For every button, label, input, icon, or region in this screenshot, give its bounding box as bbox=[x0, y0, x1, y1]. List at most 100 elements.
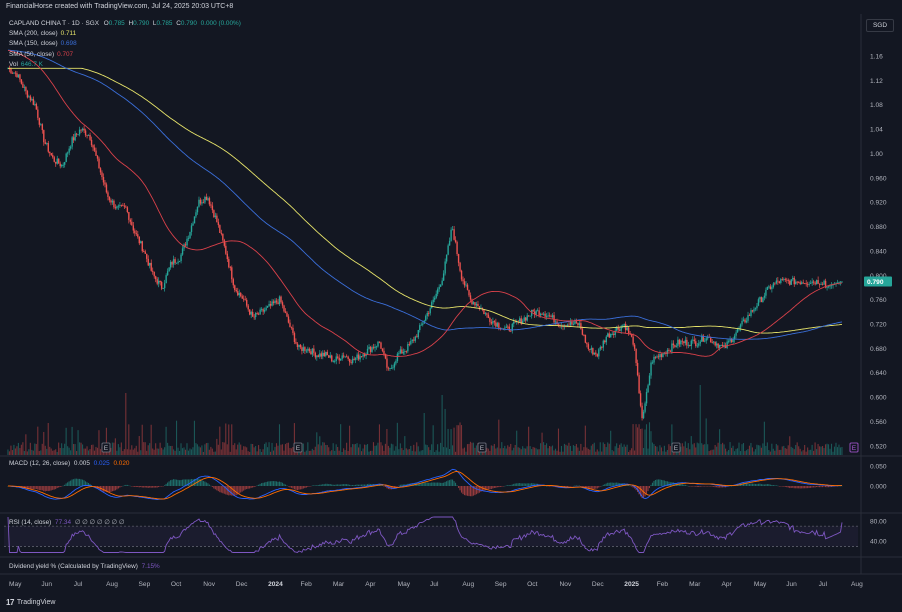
candle-body bbox=[687, 345, 690, 346]
macd-histogram-bar bbox=[178, 480, 181, 486]
volume-bar bbox=[492, 445, 494, 455]
volume-bar bbox=[331, 450, 333, 455]
macd-histogram-bar bbox=[74, 478, 76, 486]
macd-histogram-bar bbox=[775, 485, 777, 486]
currency-selector[interactable]: SGD bbox=[866, 19, 894, 32]
macd-histogram-bar bbox=[68, 481, 70, 486]
macd-legend[interactable]: MACD (12, 26, close) 0.005 0.025 0.020 bbox=[9, 460, 130, 467]
volume-bar bbox=[725, 448, 727, 455]
dividend-legend[interactable]: Dividend yield % (Calculated by TradingV… bbox=[9, 563, 160, 570]
volume-bar bbox=[592, 444, 594, 455]
candle-body bbox=[383, 350, 385, 354]
volume-bar bbox=[286, 442, 288, 455]
macd-histogram-bar bbox=[614, 482, 616, 486]
candle-body bbox=[836, 282, 839, 284]
symbol-name[interactable]: CAPLAND CHINA T · 1D · SGX bbox=[9, 20, 99, 27]
volume-bar bbox=[87, 450, 90, 455]
volume-bar bbox=[125, 393, 127, 455]
candle-body bbox=[251, 311, 254, 317]
sma150-legend[interactable]: SMA (150, close) 0.698 bbox=[9, 40, 77, 48]
macd-histogram-bar bbox=[641, 486, 643, 499]
volume-bar bbox=[790, 446, 792, 455]
volume-bar bbox=[683, 446, 685, 455]
volume-bar bbox=[228, 424, 230, 455]
macd-histogram-bar bbox=[293, 486, 295, 490]
macd-histogram-bar bbox=[798, 486, 800, 489]
macd-histogram-bar bbox=[360, 484, 363, 486]
earnings-marker-letter: E bbox=[674, 445, 679, 452]
macd-histogram-bar bbox=[756, 484, 758, 486]
volume-bar bbox=[41, 443, 43, 455]
macd-histogram-bar bbox=[411, 483, 413, 486]
candle-body bbox=[44, 142, 46, 144]
rsi-legend[interactable]: RSI (14, close) 77.34 ∅ ∅ ∅ ∅ ∅ ∅ ∅ bbox=[9, 519, 125, 526]
candle-body bbox=[474, 302, 476, 306]
macd-histogram-bar bbox=[608, 482, 610, 486]
volume-bar bbox=[713, 449, 715, 455]
macd-histogram-bar bbox=[41, 486, 43, 491]
candle-body bbox=[772, 283, 775, 288]
candle-body bbox=[202, 202, 205, 204]
macd-histogram-bar bbox=[772, 485, 774, 486]
macd-histogram-bar bbox=[656, 479, 658, 486]
x-tick-label: May bbox=[754, 581, 767, 588]
volume-bar bbox=[381, 445, 383, 455]
candle-body bbox=[113, 200, 115, 208]
volume-bar bbox=[830, 443, 833, 455]
volume-legend[interactable]: Vol 646.7 K bbox=[9, 60, 43, 68]
macd-histogram-bar bbox=[107, 486, 109, 493]
tradingview-footer[interactable]: 17 TradingView bbox=[6, 598, 55, 607]
macd-histogram-bar bbox=[565, 486, 567, 488]
candle-body bbox=[605, 336, 607, 343]
volume-bar bbox=[310, 450, 312, 455]
candle-body bbox=[62, 164, 64, 166]
macd-histogram-bar bbox=[639, 486, 642, 497]
macd-histogram-bar bbox=[226, 486, 228, 495]
candle-body bbox=[672, 343, 675, 346]
macd-histogram-bar bbox=[152, 486, 154, 488]
candle-body bbox=[110, 200, 112, 203]
macd-histogram-bar bbox=[575, 485, 577, 486]
sma50-legend[interactable]: SMA (50, close) 0.707 bbox=[9, 50, 74, 58]
volume-bar bbox=[601, 451, 603, 455]
macd-histogram-bar bbox=[28, 486, 30, 490]
macd-histogram-bar bbox=[201, 480, 203, 486]
candle-body bbox=[357, 354, 360, 360]
macd-histogram-bar bbox=[787, 486, 789, 488]
candle-body bbox=[620, 326, 622, 331]
macd-histogram-bar bbox=[395, 486, 397, 488]
macd-histogram-bar bbox=[235, 486, 237, 496]
volume-bar bbox=[168, 445, 170, 455]
macd-histogram-bar bbox=[617, 482, 619, 486]
volume-bar bbox=[52, 450, 54, 455]
volume-bar bbox=[280, 444, 282, 455]
volume-bar bbox=[341, 451, 343, 455]
volume-bar bbox=[220, 449, 222, 455]
volume-bar bbox=[762, 443, 764, 455]
candle-body bbox=[25, 87, 27, 92]
volume-bar bbox=[360, 451, 363, 455]
volume-bar bbox=[158, 448, 160, 455]
volume-bar bbox=[196, 444, 198, 455]
candle-body bbox=[683, 341, 685, 344]
volume-bar bbox=[490, 445, 492, 455]
volume-bar bbox=[246, 447, 248, 455]
candle-body bbox=[460, 270, 463, 280]
volume-bar bbox=[238, 442, 240, 455]
volume-bar bbox=[10, 445, 12, 455]
macd-histogram-bar bbox=[350, 485, 352, 486]
sma200-legend[interactable]: SMA (200, close) 0.711 bbox=[9, 30, 77, 38]
macd-histogram-bar bbox=[359, 484, 361, 486]
volume-bar bbox=[73, 443, 75, 455]
macd-histogram-bar bbox=[699, 486, 701, 487]
volume-bar bbox=[519, 447, 521, 455]
candle-body bbox=[159, 280, 161, 283]
volume-bar bbox=[126, 449, 128, 455]
volume-bar bbox=[358, 447, 360, 455]
macd-histogram-bar bbox=[38, 486, 40, 491]
y-tick-label: 0.880 bbox=[870, 224, 887, 231]
macd-histogram-bar bbox=[199, 479, 201, 486]
volume-bar bbox=[602, 442, 604, 455]
macd-histogram-bar bbox=[281, 482, 284, 486]
